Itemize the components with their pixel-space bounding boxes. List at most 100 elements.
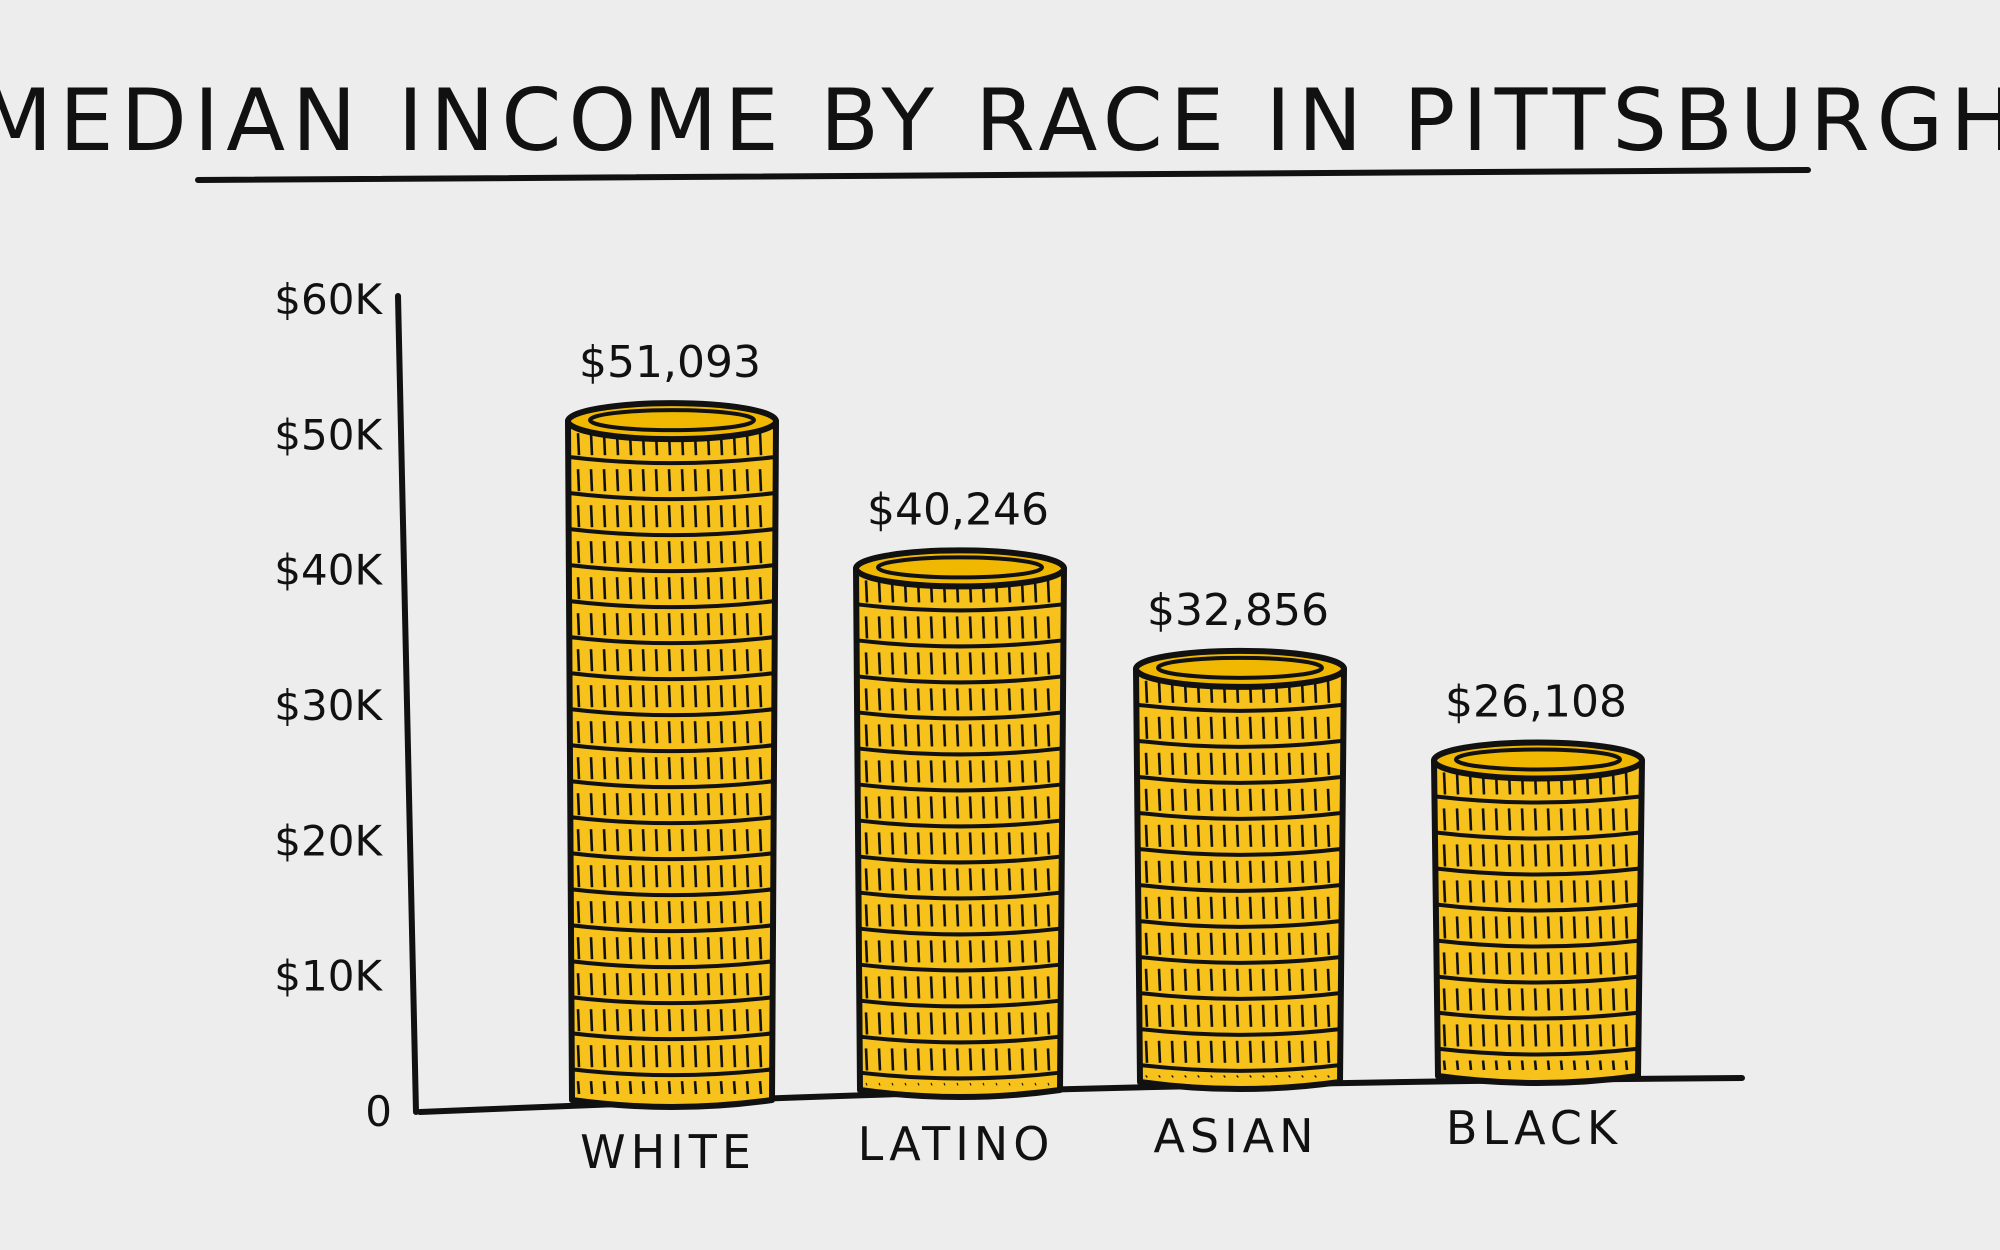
- ridge-line: [615, 685, 620, 708]
- ridge-line: [1183, 1040, 1188, 1063]
- ridge-line: [1196, 716, 1201, 739]
- ridge-line: [1033, 1012, 1038, 1035]
- ridge-line: [602, 793, 607, 816]
- ridge-line: [745, 649, 750, 672]
- ridge-line: [641, 937, 646, 960]
- ridge-line: [706, 649, 711, 672]
- ridge-line: [864, 1048, 869, 1071]
- ridge-line: [654, 649, 659, 672]
- bar-value-label: $51,093: [579, 337, 761, 388]
- ridge-line: [1046, 796, 1051, 819]
- ridge-line: [877, 616, 882, 639]
- ridge-line: [732, 541, 737, 564]
- ridge-line: [628, 757, 633, 780]
- ridge-line: [1209, 860, 1214, 883]
- ridge-line: [1275, 1075, 1278, 1078]
- ridge-line: [589, 865, 594, 888]
- ridge-line: [654, 721, 659, 744]
- coin-edge: [569, 815, 775, 826]
- ridge-line: [1455, 988, 1460, 1011]
- ridge-line: [1235, 896, 1240, 919]
- ridge-line: [719, 865, 724, 888]
- ridge-line: [576, 721, 581, 744]
- ridge-line: [745, 433, 750, 456]
- ridge-line: [1442, 880, 1447, 903]
- ridge-line: [1313, 680, 1318, 703]
- coin-edge: [857, 890, 1063, 901]
- ridge-line: [1300, 788, 1305, 811]
- ridge-line: [693, 1081, 698, 1095]
- ridge-line: [654, 469, 659, 492]
- ridge-line: [576, 865, 581, 888]
- ridge-line: [1287, 1004, 1292, 1027]
- ridge-line: [680, 1045, 685, 1068]
- ridge-line: [1196, 1040, 1201, 1063]
- ridge-line: [1274, 896, 1279, 919]
- ridge-line: [1611, 1024, 1616, 1047]
- ridge-line: [1020, 868, 1025, 891]
- coin-edge: [857, 674, 1063, 685]
- ridge-line: [615, 541, 620, 564]
- ridge-line: [1020, 760, 1025, 783]
- coin-edge: [857, 1034, 1063, 1045]
- ridge-line: [1300, 896, 1305, 919]
- ridge-line: [628, 721, 633, 744]
- coin-edge: [1435, 974, 1641, 985]
- ridge-line: [1197, 1075, 1200, 1078]
- ridge-line: [1326, 932, 1331, 955]
- title-underline: [195, 167, 1811, 183]
- ridge-line: [864, 724, 869, 747]
- ridge-line: [1046, 940, 1051, 963]
- ridge-line: [1020, 796, 1025, 819]
- ridge-line: [628, 937, 633, 960]
- ridge-line: [719, 1009, 724, 1032]
- ridge-line: [758, 829, 763, 852]
- ridge-line: [745, 469, 750, 492]
- ridge-line: [1287, 860, 1292, 883]
- ridge-line: [589, 433, 594, 456]
- ridge-line: [1033, 616, 1038, 639]
- ridge-line: [1209, 1040, 1214, 1063]
- ridge-line: [890, 688, 895, 711]
- ridge-line: [680, 901, 685, 924]
- ridge-line: [1274, 860, 1279, 883]
- ridge-line: [641, 1081, 646, 1095]
- ridge-line: [1020, 724, 1025, 747]
- ridge-line: [589, 1081, 594, 1095]
- ridge-line: [1287, 1040, 1292, 1063]
- ridge-line: [576, 1045, 581, 1068]
- ridge-line: [1533, 808, 1538, 831]
- ridge-line: [1300, 752, 1305, 775]
- ridge-line: [1455, 844, 1460, 867]
- ridge-line: [1033, 580, 1038, 603]
- ridge-line: [615, 1081, 620, 1095]
- ridge-line: [1235, 860, 1240, 883]
- ridge-line: [654, 901, 659, 924]
- ridge-line: [641, 505, 646, 528]
- ridge-line: [1033, 832, 1038, 855]
- ridge-line: [1287, 896, 1292, 919]
- ridge-line: [994, 976, 999, 999]
- ridge-line: [615, 865, 620, 888]
- ridge-line: [968, 868, 973, 891]
- ridge-line: [942, 832, 947, 855]
- ridge-line: [602, 649, 607, 672]
- coin-edge: [569, 851, 775, 862]
- coin-rings: [857, 602, 1063, 1081]
- ridge-line: [1020, 940, 1025, 963]
- ridge-line: [942, 904, 947, 927]
- ridge-line: [1144, 752, 1149, 775]
- ridge-line: [903, 832, 908, 855]
- ridge-line: [615, 721, 620, 744]
- ridge-line: [1313, 1004, 1318, 1027]
- ridge-line: [745, 793, 750, 816]
- coin-edge: [857, 602, 1063, 613]
- ridge-line: [981, 1048, 986, 1071]
- ridge-line: [680, 757, 685, 780]
- ridge-line: [1559, 1024, 1564, 1047]
- ridge-line: [758, 793, 763, 816]
- ridge-line: [1222, 932, 1227, 955]
- coin-edge: [569, 491, 775, 502]
- ridge-line: [667, 937, 672, 960]
